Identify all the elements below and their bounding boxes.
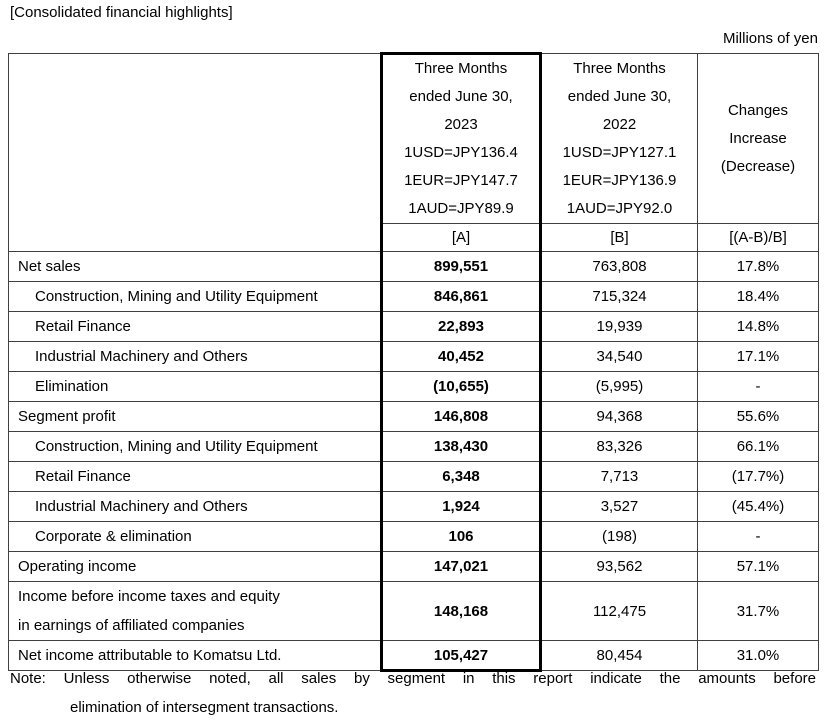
table-row: Operating income 147,021 93,562 57.1% (8, 551, 819, 582)
row-label: Operating income (8, 551, 382, 582)
table-row: Industrial Machinery and Others 40,452 34,… (8, 341, 819, 372)
header-line: Three Months (573, 59, 666, 77)
row-label: Elimination (8, 371, 382, 402)
value-b: 19,939 (540, 311, 698, 342)
table-row: Industrial Machinery and Others 1,924 3,52… (8, 491, 819, 522)
value-b: 93,562 (540, 551, 698, 582)
header-line: ended June 30, (567, 87, 672, 105)
header-line: 1USD=JPY136.4 (404, 144, 518, 161)
value-change: (45.4%) (697, 491, 819, 522)
value-b: 3,527 (540, 491, 698, 522)
header-period-2022: Three Months ended June 30, 2022 1USD=JPY12… (540, 53, 698, 224)
row-label: Industrial Machinery and Others (8, 491, 382, 522)
value-b: 7,713 (540, 461, 698, 492)
row-label: Construction, Mining and Utility Equipme… (8, 281, 382, 312)
header-key-change: [(A-B)/B] (697, 223, 819, 252)
value-a: 6,348 (380, 461, 542, 492)
value-b: 34,540 (540, 341, 698, 372)
value-b: 715,324 (540, 281, 698, 312)
unit-label: Millions of yen (722, 30, 818, 47)
header-line: Changes (727, 101, 789, 119)
header-line: Increase (729, 129, 787, 147)
value-a: 146,808 (380, 401, 542, 432)
value-change: 55.6% (697, 401, 819, 432)
header-row-keys: [A] [B] [(A-B)/B] (9, 223, 819, 252)
row-label: Retail Finance (8, 461, 382, 492)
table-row: Corporate & elimination 106 (198) - (8, 521, 819, 552)
value-change: 31.7% (697, 581, 819, 641)
value-a: 138,430 (380, 431, 542, 462)
row-label: Segment profit (8, 401, 382, 432)
footnote: Note: Unless otherwise noted, all sales … (10, 664, 816, 722)
value-b: 83,326 (540, 431, 698, 462)
value-b: 112,475 (540, 581, 698, 641)
value-b: (5,995) (540, 371, 698, 402)
value-change: - (697, 521, 819, 552)
header-line: 1AUD=JPY89.9 (408, 200, 514, 217)
table-row: Net income attributable to Komatsu Ltd. 1… (8, 640, 819, 672)
value-a: 148,168 (380, 581, 542, 641)
table-row: Retail Finance 6,348 7,713 (17.7%) (8, 461, 819, 492)
value-b: 763,808 (540, 251, 698, 282)
header-line: 1EUR=JPY136.9 (562, 171, 677, 189)
header-line: ended June 30, (409, 88, 513, 105)
header-line: Three Months (414, 60, 508, 77)
value-change: 57.1% (697, 551, 819, 582)
header-line: 2023 (444, 116, 478, 133)
value-change: 17.8% (697, 251, 819, 282)
header-row-periods: Three Months ended June 30, 2023 1USD=JPY13… (8, 52, 819, 252)
table-row: Construction, Mining and Utility Equipme… (8, 431, 819, 462)
table-row: Net sales 899,551 763,808 17.8% (8, 251, 819, 282)
value-change: 18.4% (697, 281, 819, 312)
value-change: 14.8% (697, 311, 819, 342)
header-line: 1EUR=JPY147.7 (404, 172, 518, 189)
header-line: 2022 (602, 115, 637, 133)
row-label: Income before income taxes and equity in… (8, 581, 382, 641)
value-a: 147,021 (380, 551, 542, 582)
row-label: Construction, Mining and Utility Equipme… (8, 431, 382, 462)
table-row: Retail Finance 22,893 19,939 14.8% (8, 311, 819, 342)
header-key-a: [A] (380, 223, 542, 252)
value-change: 66.1% (697, 431, 819, 462)
value-a: 40,452 (380, 341, 542, 372)
row-label: Corporate & elimination (8, 521, 382, 552)
header-line: (Decrease) (720, 157, 796, 175)
table-row: Segment profit 146,808 94,368 55.6% (8, 401, 819, 432)
table-row: Income before income taxes and equity in… (8, 581, 819, 641)
header-key-b: [B] (540, 223, 698, 252)
header-changes: Changes Increase (Decrease) (697, 53, 819, 224)
value-b: (198) (540, 521, 698, 552)
page-title: [Consolidated financial highlights] (10, 4, 233, 21)
value-a: 106 (380, 521, 542, 552)
header-period-2023: Three Months ended June 30, 2023 1USD=JPY13… (380, 52, 542, 224)
value-change: - (697, 371, 819, 402)
value-a: 899,551 (380, 251, 542, 282)
table-row: Construction, Mining and Utility Equipme… (8, 281, 819, 312)
row-label: Net sales (8, 251, 382, 282)
row-label: Retail Finance (8, 311, 382, 342)
value-a: 846,861 (380, 281, 542, 312)
header-line: 1USD=JPY127.1 (562, 143, 677, 161)
value-change: 31.0% (697, 640, 819, 671)
value-a: 22,893 (380, 311, 542, 342)
row-label: Industrial Machinery and Others (8, 341, 382, 372)
footnote-line-1: Note: Unless otherwise noted, all sales … (10, 670, 816, 687)
header-empty-cell (8, 53, 382, 252)
value-a: (10,655) (380, 371, 542, 402)
value-a: 1,924 (380, 491, 542, 522)
value-change: (17.7%) (697, 461, 819, 492)
footnote-line-2: elimination of intersegment transactions… (70, 699, 339, 716)
row-label: Net income attributable to Komatsu Ltd. (8, 640, 382, 671)
header-line: 1AUD=JPY92.0 (566, 199, 673, 217)
value-change: 17.1% (697, 341, 819, 372)
table-row: Elimination (10,655) (5,995) - (8, 371, 819, 402)
value-b: 94,368 (540, 401, 698, 432)
financial-highlights-table: Three Months ended June 30, 2023 1USD=JPY13… (8, 52, 819, 672)
value-a: 105,427 (380, 640, 542, 672)
